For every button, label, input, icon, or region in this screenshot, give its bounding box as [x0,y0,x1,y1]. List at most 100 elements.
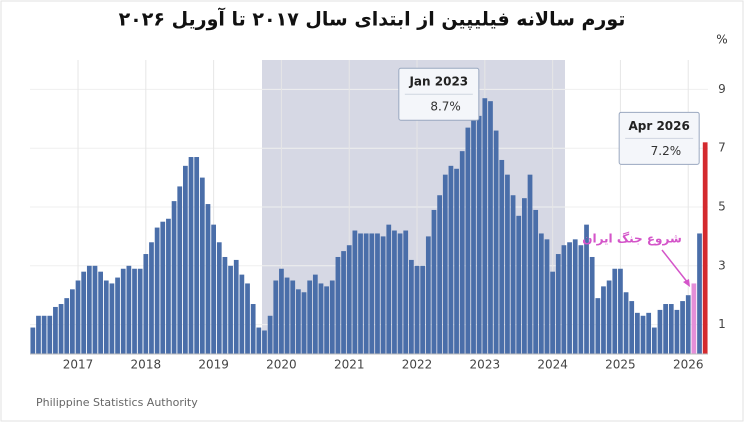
y-tick-label: 3 [718,258,726,272]
bar [612,268,618,354]
bar [527,174,533,354]
bar [64,298,70,354]
bar [567,242,572,354]
bar [555,254,561,354]
bar [544,239,550,354]
bar [228,265,233,354]
bar [606,280,612,354]
bar [166,218,171,354]
bar [442,174,448,354]
bar [301,292,307,354]
bar [510,195,516,354]
bar [623,292,629,354]
bar [618,268,623,354]
bar [312,274,318,354]
bar [30,327,36,354]
bar [663,304,668,354]
bar [120,268,126,354]
annotation-arrow [661,249,689,284]
bar [533,209,539,354]
bar [132,268,137,354]
bar [482,98,488,354]
bar [386,224,392,354]
bar [640,315,646,354]
x-tick-label: 2024 [537,358,568,372]
bar [284,277,290,354]
value-label: 7.2% [651,144,682,158]
bar [109,283,115,354]
x-tick-label: 2020 [266,358,297,372]
bar [177,186,183,354]
bar [341,251,346,354]
bar [635,312,640,354]
bar [420,265,426,354]
bar [216,242,222,354]
x-tick-label: 2023 [470,358,501,372]
bar [668,304,674,354]
callout-title: Apr 2026 [628,119,689,133]
bar [115,277,120,354]
bar [352,230,358,354]
annotation: شروع جنگ ایران [582,232,682,247]
bar [143,254,149,354]
bar [409,259,414,354]
bar [674,309,680,354]
x-tick-label: 2018 [131,358,162,372]
bar [86,265,92,354]
bar [646,312,652,354]
bar [41,315,47,354]
bar [211,224,216,354]
bar [414,265,420,354]
bar [222,256,228,354]
bar [572,239,578,354]
bar [245,283,250,354]
bar [476,115,482,354]
bar [431,209,437,354]
bar [550,271,555,354]
bar [702,142,708,354]
bar [98,271,103,354]
bar [691,283,697,354]
bar [188,157,194,354]
bar [358,233,363,354]
bar [205,204,211,354]
bar [375,233,380,354]
bar [595,298,601,354]
bar [651,327,657,354]
bar [425,236,431,354]
source: Philippine Statistics Authority [36,396,198,409]
bar [346,245,352,354]
bar [516,215,522,354]
bar [103,280,109,354]
annotation-arrowhead [683,279,690,287]
x-tick-label: 2017 [63,358,94,372]
y-axis-label: % [716,33,727,47]
bar [505,174,510,354]
bar [465,127,471,355]
bar [538,233,544,354]
bar [397,233,403,354]
bar [448,165,454,354]
bar [601,286,606,354]
bar [369,233,375,354]
bar [589,256,595,354]
bar [307,280,313,354]
bar [437,195,442,354]
x-tick-label: 2019 [198,358,229,372]
callout-title: Jan 2023 [408,75,468,89]
bar [160,221,166,354]
bar [629,301,635,354]
bar [680,301,685,354]
bar [183,165,188,354]
bar [233,259,239,354]
bar [493,130,499,354]
bar [262,330,267,354]
bar [324,286,329,354]
y-tick-label: 1 [718,317,726,331]
bar [279,268,284,354]
bar [657,309,663,354]
bar [335,256,341,354]
bar [488,101,493,354]
bar [380,236,386,354]
y-tick-label: 5 [718,200,726,214]
